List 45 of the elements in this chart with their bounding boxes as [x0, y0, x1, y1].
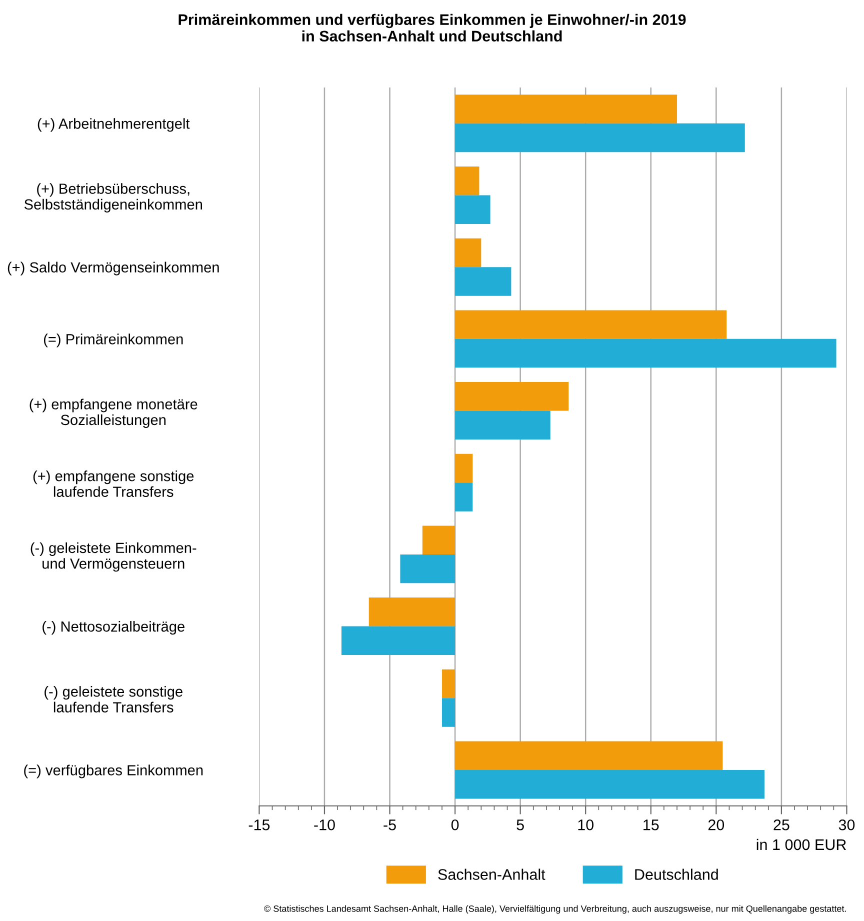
bar [442, 698, 456, 727]
x-tick-label: 20 [708, 819, 724, 830]
y-tick-label: (-) Nettosozialbeiträge [42, 620, 184, 635]
bar [455, 94, 677, 124]
x-axis-title: in 1 000 EUR [756, 838, 846, 850]
bar [455, 770, 764, 799]
x-tick-label: -15 [248, 820, 270, 830]
bar [455, 267, 512, 296]
legend-label: Deutschland [635, 868, 718, 880]
bar [455, 482, 473, 512]
bar [455, 338, 836, 368]
bar [455, 410, 550, 440]
bar [341, 626, 456, 656]
legend-label: Sachsen-Anhalt [438, 868, 546, 880]
bar [455, 195, 490, 224]
x-tick-label: -10 [314, 819, 335, 830]
y-tick-label: (+) empfangene sonstige laufende Transfers [33, 470, 194, 497]
y-tick-label: (-) geleistete Einkommen- und Vermögensteuern [30, 542, 196, 572]
bar [455, 310, 727, 339]
x-tick-label: 5 [516, 820, 524, 830]
bar [442, 669, 456, 698]
bar [455, 454, 473, 483]
bar [455, 382, 569, 411]
x-tick-label: 25 [774, 819, 790, 830]
x-tick-label: 30 [838, 819, 855, 830]
x-tick-label: 0 [451, 819, 459, 830]
bar [455, 741, 723, 770]
x-tick-label: -5 [384, 820, 396, 830]
y-tick-label: (+) Betriebsüberschuss, Selbstständigeneinkommen [24, 183, 202, 212]
x-tick-label: 15 [644, 820, 659, 830]
y-tick-label: (-) geleistete sonstige laufende Transfers [44, 686, 182, 712]
bar [400, 554, 456, 584]
bar [455, 166, 480, 196]
y-tick-label: (=) verfügbares Einkommen [24, 764, 203, 778]
text: © Statistisches Landesamt Sachsen-Anhalt, Halle (Saale), Vervielfältigung und Verbreitung, auch auszugsweise, nur mit Quellenangabe gestattet. [264, 905, 846, 914]
y-tick-label: (=) Primäreinkommen [44, 334, 183, 348]
chart-title: Primäreinkommen und verfügbares Einkommen je Einwohner/-in 2019 in Sachsen-Anhalt und Deutschland [178, 14, 686, 42]
y-tick-label: (+) Arbeitnehmerentgelt [38, 118, 190, 132]
y-tick-label: (+) Saldo Vermögenseinkommen [8, 262, 219, 276]
x-tick-label: 10 [578, 819, 594, 830]
bar [455, 238, 482, 268]
bar [422, 526, 456, 554]
y-tick-label: (+) empfangene monetäre Sozialleistungen [30, 398, 198, 428]
bar [368, 598, 456, 626]
bar [455, 123, 745, 152]
